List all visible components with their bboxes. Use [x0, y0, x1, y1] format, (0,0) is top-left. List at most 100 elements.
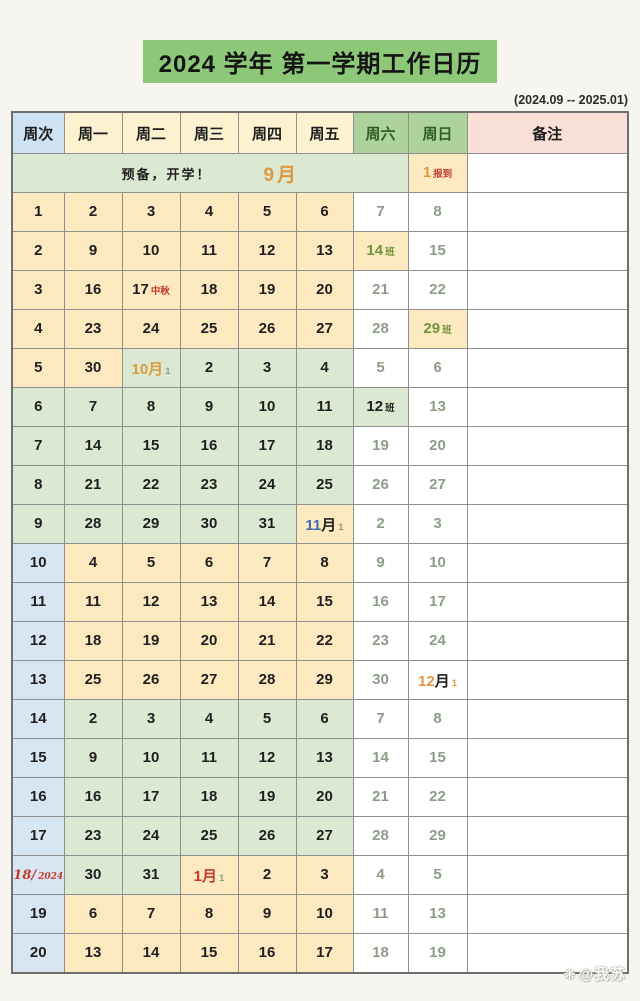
day-cell: 15: [407, 738, 468, 778]
cell-text: 18: [84, 632, 102, 649]
cell-text: 1: [165, 365, 171, 377]
note-cell: [466, 660, 629, 700]
cell-text: 15: [429, 749, 446, 766]
day-cell: 13: [407, 894, 468, 934]
day-cell: 26: [352, 465, 409, 505]
day-cell: 6: [179, 543, 239, 583]
day-cell: 10: [295, 894, 354, 934]
week-number-cell: 18/2024: [11, 855, 65, 895]
note-cell: [466, 738, 629, 778]
cell-text: 25: [200, 320, 218, 337]
day-cell: 27: [295, 309, 354, 349]
day-cell: 2: [352, 504, 409, 544]
cell-text: 2: [376, 515, 385, 532]
day-cell: 28: [63, 504, 123, 544]
cell-text: 6: [320, 710, 329, 727]
day-cell: 14: [352, 738, 409, 778]
day-cell: 22: [121, 465, 181, 505]
day-cell: 26: [237, 309, 297, 349]
cell-text: 5: [146, 554, 156, 571]
watermark-logo-icon: ❋: [563, 966, 577, 982]
cell-text: 5: [376, 359, 385, 376]
day-cell: 24: [121, 816, 181, 856]
day-cell: 10: [121, 738, 181, 778]
day-cell: 27: [295, 816, 354, 856]
cell-text: 11: [201, 749, 217, 766]
cell-text: 29: [142, 515, 160, 532]
week-row-1: 1 2 3 4 5 6 7 8: [11, 192, 629, 232]
week-number-cell: 11: [11, 582, 65, 622]
cell-text: 15: [29, 749, 47, 766]
cell-text: 5: [262, 203, 272, 220]
day-cell: 20: [179, 621, 239, 661]
cell-text: 14: [84, 437, 102, 454]
day-cell: 13: [295, 738, 354, 778]
day-cell: 18: [352, 933, 409, 974]
cell-text: 班: [385, 247, 395, 258]
cell-text: 29: [423, 320, 441, 337]
day-cell: 19: [237, 270, 297, 310]
cell-text: 15: [142, 437, 160, 454]
note-cell: [466, 465, 629, 505]
cell-text: 17: [132, 281, 149, 298]
week-row-16: 16 16 17 18 19 20 21 22: [11, 777, 629, 817]
cell-text: 26: [142, 671, 160, 688]
cell-text: 10: [258, 398, 276, 415]
day-cell: 7: [121, 894, 181, 934]
cell-text: 7: [376, 710, 385, 727]
cell-text: 月: [321, 516, 337, 534]
cell-text: 19: [258, 281, 276, 298]
cell-text: 6: [433, 359, 442, 376]
cell-text: 23: [84, 827, 102, 844]
day-cell: 27: [407, 465, 468, 505]
day-cell: 20: [295, 270, 354, 310]
week-number-cell: 9: [11, 504, 65, 544]
cell-text: 报到: [433, 169, 453, 180]
cell-text: 19: [429, 944, 446, 961]
cell-text: 10: [142, 242, 160, 259]
cell-text: 14: [366, 242, 384, 259]
cell-text: 15: [316, 593, 333, 610]
day-cell: 29: [295, 660, 354, 700]
cell-text: 13: [429, 398, 446, 415]
cell-text: 4: [204, 710, 214, 727]
week-number-cell: 20: [11, 933, 65, 974]
cell-text: 1月: [193, 867, 218, 885]
cell-text: 29: [429, 827, 446, 844]
note-cell: [466, 231, 629, 271]
cell-text: 25: [316, 476, 333, 493]
day-cell: 6: [407, 348, 468, 388]
cell-text: 20: [429, 437, 446, 454]
cell-text: 8: [34, 476, 43, 493]
day-cell: 16: [63, 270, 123, 310]
cell-text: 12: [258, 749, 276, 766]
cell-text: 1: [219, 872, 225, 884]
cell-text: 8: [204, 905, 214, 922]
cell-text: 6: [34, 398, 43, 415]
date-range: (2024.09 -- 2025.01): [514, 93, 628, 107]
cell-text: 18/: [13, 868, 37, 883]
cell-text: 20: [29, 944, 47, 961]
week-number-cell: 14: [11, 699, 65, 739]
week-row-14: 14 2 3 4 5 6 7 8: [11, 699, 629, 739]
cell-text: 2024: [38, 872, 64, 882]
week-number-cell: 7: [11, 426, 65, 466]
cell-text: 13: [29, 671, 47, 688]
watermark-text: @我苏: [578, 966, 626, 983]
day-cell: 21: [352, 777, 409, 817]
day-cell: 14: [121, 933, 181, 974]
cell-text: 25: [84, 671, 102, 688]
note-cell: [466, 309, 629, 349]
day-cell: 11: [63, 582, 123, 622]
col-header-8: 备注: [466, 111, 629, 154]
week-row-2: 2 9 10 11 12 13 14 班 15: [11, 231, 629, 271]
col-header-1: 周一: [63, 111, 123, 154]
day-cell: 3: [407, 504, 468, 544]
cell-text: 16: [258, 944, 276, 961]
week-row-17: 17 23 24 25 26 27 28 29: [11, 816, 629, 856]
week-number-cell: 6: [11, 387, 65, 427]
note-cell: [466, 504, 629, 544]
day-cell: 27: [179, 660, 239, 700]
day-cell: 6: [63, 894, 123, 934]
week-number-cell: 13: [11, 660, 65, 700]
